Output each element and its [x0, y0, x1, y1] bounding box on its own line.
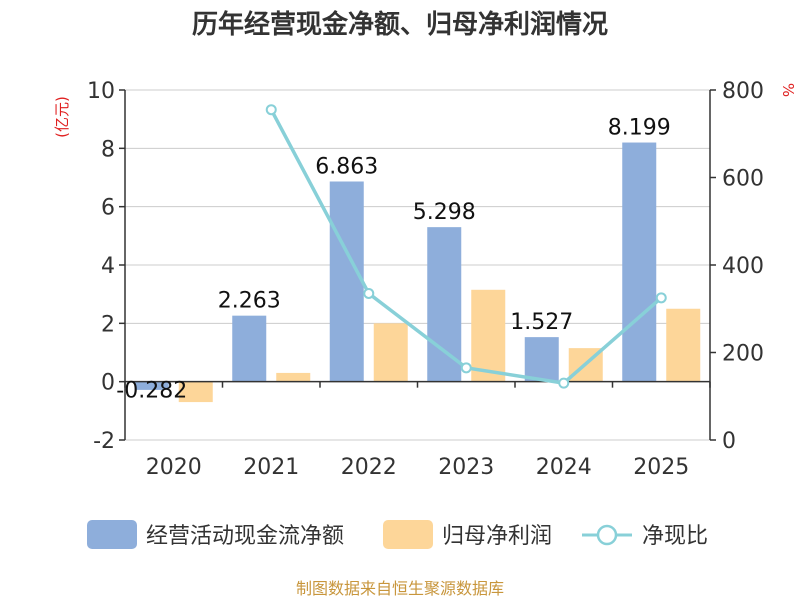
cashflow-data-label: 2.263 — [218, 289, 281, 314]
profit-bar — [666, 308, 701, 382]
cashflow-data-label: 5.298 — [413, 200, 476, 225]
cashflow-bar — [232, 315, 267, 382]
profit-bar — [276, 372, 311, 382]
cashflow-bar — [427, 227, 462, 382]
source-note: 制图数据来自恒生聚源数据库 — [296, 579, 504, 598]
left-tick-label: -2 — [93, 429, 115, 454]
legend-label-cashflow[interactable]: 经营活动现金流净额 — [146, 524, 344, 549]
x-tick-label: 2025 — [633, 455, 689, 480]
cashflow-bar — [134, 381, 169, 390]
ratio-point — [655, 292, 667, 304]
ratio-point — [460, 362, 472, 374]
right-axis-unit: % — [779, 83, 797, 97]
legend-swatch-profit[interactable] — [383, 520, 433, 549]
x-tick-label: 2023 — [438, 455, 494, 480]
profit-bar — [471, 289, 506, 382]
x-tick-label: 2020 — [146, 455, 202, 480]
x-axis: 2020 2021 2022 2023 2024 2025 — [124, 380, 711, 480]
legend-label-profit[interactable]: 归母净利润 — [442, 524, 552, 549]
ratio-line — [265, 104, 667, 389]
cashflow-data-label: 1.527 — [510, 310, 573, 335]
ratio-point — [265, 104, 277, 116]
right-tick-label: 200 — [722, 342, 764, 367]
ratio-point — [363, 287, 375, 299]
chart-title: 历年经营现金净额、归母净利润情况 — [192, 9, 608, 40]
left-tick-label: 2 — [101, 312, 115, 337]
right-tick-label: 0 — [722, 429, 736, 454]
legend-swatch-ratio-marker[interactable] — [596, 524, 618, 546]
left-tick-label: 6 — [101, 196, 115, 221]
profit-bar — [373, 323, 408, 382]
cashflow-data-label: 6.863 — [315, 154, 378, 179]
x-tick-label: 2022 — [341, 455, 397, 480]
legend-swatch-cashflow[interactable] — [87, 520, 137, 549]
cashflow-bar — [329, 181, 364, 382]
legend-label-ratio[interactable]: 净现比 — [642, 524, 708, 549]
left-tick-label: 10 — [87, 79, 115, 104]
left-axis: -2 0 2 4 6 8 10 — [87, 79, 126, 454]
left-tick-label: 4 — [101, 254, 115, 279]
cashflow-bar — [622, 142, 657, 382]
cashflow-data-label: 8.199 — [608, 116, 671, 141]
ratio-point — [558, 377, 570, 389]
left-axis-unit: (亿元) — [53, 96, 71, 138]
cashflow-bar — [524, 337, 559, 382]
profit-bars — [178, 289, 701, 403]
right-tick-label: 600 — [722, 167, 764, 192]
legend: 经营活动现金流净额 归母净利润 净现比 — [87, 520, 708, 549]
data-labels: -0.282 2.263 6.863 5.298 1.527 8.199 — [116, 116, 670, 404]
profit-bar — [178, 381, 213, 403]
left-tick-label: 0 — [101, 371, 115, 396]
cashflow-bars — [134, 142, 657, 390]
x-tick-label: 2024 — [536, 455, 592, 480]
left-tick-label: 8 — [101, 137, 115, 162]
cashflow-data-label: -0.282 — [116, 379, 187, 404]
right-axis: 0 200 400 600 800 — [709, 79, 764, 454]
right-tick-label: 800 — [722, 79, 764, 104]
right-tick-label: 400 — [722, 254, 764, 279]
x-tick-label: 2021 — [243, 455, 299, 480]
grid-lines — [125, 89, 710, 441]
